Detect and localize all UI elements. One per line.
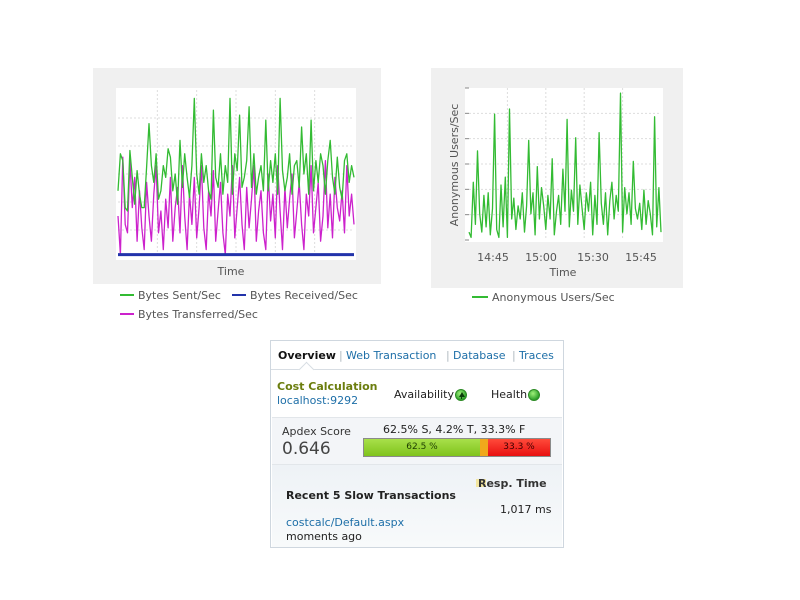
apdex-satisfied-segment: 62.5 % — [364, 439, 480, 456]
slow-transactions-panel: Resp. Time Recent 5 Slow Transactions 1,… — [272, 465, 562, 547]
slow-transactions-title: Recent 5 Slow Transactions — [286, 489, 456, 502]
series-line-bytes-sent-sec — [117, 97, 355, 212]
users-legend: Anonymous Users/Sec — [472, 291, 672, 307]
tab-traces[interactable]: Traces — [519, 349, 554, 362]
x-tick-label: 14:45 — [477, 251, 509, 264]
health-label: Health — [491, 388, 528, 401]
throughput-legend: Bytes Sent/Sec Bytes Received/Sec Bytes … — [120, 289, 390, 325]
arrow-stem — [461, 396, 462, 399]
availability-label: Availability — [394, 388, 454, 401]
throughput-chart-panel: Time — [93, 68, 381, 284]
resp-time-sort-icon — [476, 479, 486, 487]
series-line-bytes-transferred-sec — [117, 156, 355, 256]
legend-item-anonymous-users: Anonymous Users/Sec — [472, 291, 615, 304]
apdex-frustrated-segment: 33.3 % — [488, 439, 550, 456]
legend-item-bytes-transferred: Bytes Transferred/Sec — [120, 308, 258, 321]
legend-item-bytes-sent: Bytes Sent/Sec — [120, 289, 221, 302]
legend-label: Bytes Sent/Sec — [138, 289, 221, 302]
apdex-tolerating-segment — [480, 439, 488, 456]
app-host-link[interactable]: localhost:9292 — [277, 394, 359, 407]
x-tick-label: 15:30 — [577, 251, 609, 264]
legend-item-bytes-received: Bytes Received/Sec — [232, 289, 358, 302]
apdex-value: 0.646 — [282, 439, 331, 459]
availability-up-icon — [455, 389, 467, 401]
legend-label: Bytes Received/Sec — [250, 289, 358, 302]
x-axis-label: Time — [217, 265, 245, 278]
app-name[interactable]: Cost Calculation — [277, 380, 378, 393]
x-axis-label: Time — [549, 266, 577, 279]
apdex-frustrated-label: 33.3 % — [503, 442, 535, 452]
slow-transaction-link[interactable]: costcalc/Default.aspx — [286, 516, 405, 529]
legend-label: Bytes Transferred/Sec — [138, 308, 258, 321]
y-axis-label: Anonymous Users/Sec — [448, 104, 461, 227]
widget-tabs: Overview | Web Transaction | Database | … — [271, 341, 563, 378]
health-ok-icon — [528, 389, 540, 401]
apdex-bar: 62.5 % 33.3 % — [363, 438, 551, 457]
legend-swatch-bytes-sent — [120, 294, 134, 296]
legend-swatch-bytes-received — [232, 294, 246, 296]
tab-overview[interactable]: Overview — [278, 349, 336, 362]
apdex-satisfied-label: 62.5 % — [406, 442, 438, 452]
throughput-chart: Time — [116, 88, 356, 278]
users-chart-panel: 14:45 15:00 15:30 15:45 Time Anonymous U… — [431, 68, 683, 288]
apdex-label: Apdex Score — [282, 425, 351, 438]
series-line-anonymous-users-sec — [468, 92, 662, 239]
apdex-breakdown: 62.5% S, 4.2% T, 33.3% F — [383, 423, 526, 436]
tab-separator: | — [339, 349, 343, 362]
resp-time-header[interactable]: Resp. Time — [478, 477, 547, 490]
legend-swatch-anonymous-users — [472, 296, 488, 298]
tab-separator: | — [512, 349, 516, 362]
arrow-up-icon — [459, 392, 465, 397]
slow-transaction-time: moments ago — [286, 530, 362, 543]
app-summary-widget: Overview | Web Transaction | Database | … — [270, 340, 564, 548]
legend-swatch-bytes-transferred — [120, 313, 134, 315]
x-tick-label: 15:45 — [625, 251, 657, 264]
tab-separator: | — [446, 349, 450, 362]
users-chart: 14:45 15:00 15:30 15:45 Time Anonymous U… — [448, 87, 663, 279]
apdex-panel: Apdex Score 0.646 62.5% S, 4.2% T, 33.3%… — [272, 417, 562, 465]
tab-web-transaction[interactable]: Web Transaction — [346, 349, 437, 362]
legend-label: Anonymous Users/Sec — [492, 291, 615, 304]
x-tick-label: 15:00 — [525, 251, 557, 264]
tab-database[interactable]: Database — [453, 349, 506, 362]
resp-time-value: 1,017 ms — [500, 503, 552, 516]
active-tab-pointer — [298, 361, 315, 378]
